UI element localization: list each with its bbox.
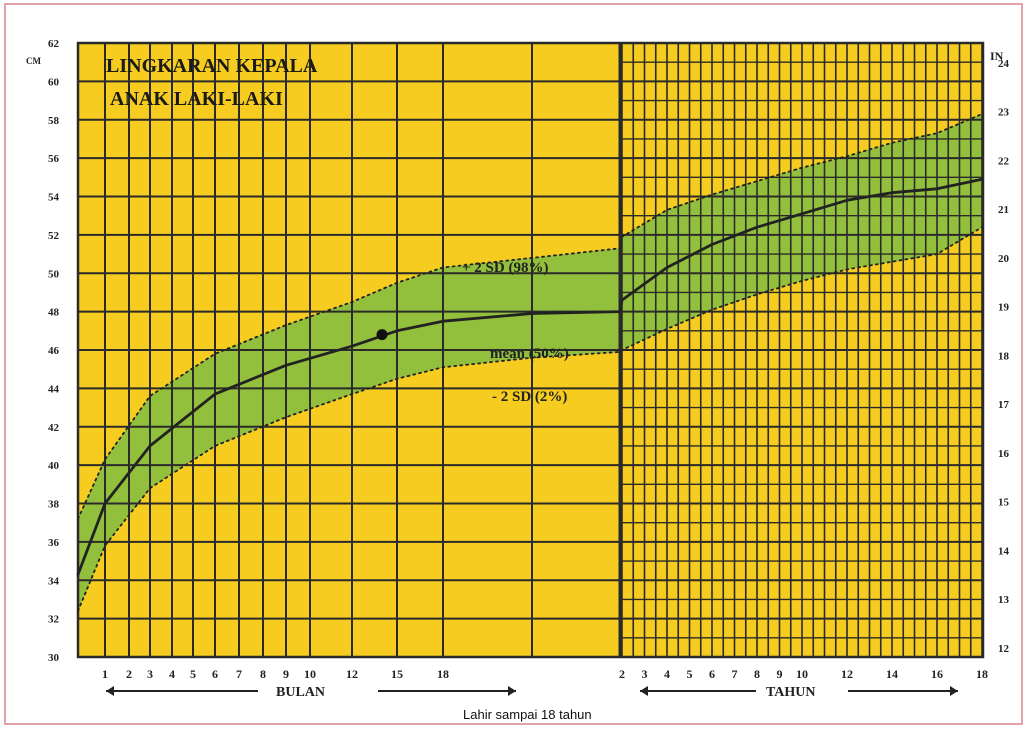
y-right-tick-label: 18 xyxy=(998,350,1010,362)
y-left-tick-label: 40 xyxy=(48,460,60,472)
y-left-tick-label: 32 xyxy=(48,614,60,626)
y-right-tick-label: 13 xyxy=(998,594,1010,606)
plus-2sd-line xyxy=(77,113,983,520)
y-left-tick-label: 60 xyxy=(48,76,60,88)
x-year-tick-label: 10 xyxy=(796,667,808,681)
chart-title-line-2: ANAK LAKI-LAKI xyxy=(110,88,283,110)
x-year-tick-label: 4 xyxy=(664,667,670,681)
y-right-tick-label: 14 xyxy=(998,545,1010,557)
x-year-tick-label: 3 xyxy=(642,667,648,681)
y-left-tick-label: 38 xyxy=(48,499,60,511)
x-year-tick-label: 14 xyxy=(886,667,898,681)
y-right-tick-label: 24 xyxy=(998,58,1010,70)
x-month-tick-label: 3 xyxy=(147,667,153,681)
x-month-tick-label: 18 xyxy=(437,667,449,681)
label-mean: mean (50%) xyxy=(490,346,569,362)
x-month-tick-label: 12 xyxy=(346,667,358,681)
x-month-tick-label: 6 xyxy=(212,667,218,681)
x-month-tick-label: 10 xyxy=(304,667,316,681)
x-month-tick-label: 7 xyxy=(236,667,242,681)
y-left-tick-label: 34 xyxy=(48,575,60,587)
y-left-tick-label: 50 xyxy=(48,268,60,280)
year-arrow-left-head xyxy=(640,686,648,696)
y-left-tick-label: 52 xyxy=(48,230,60,242)
y-left-tick-label: 36 xyxy=(48,537,60,549)
x-month-axis-label: BULAN xyxy=(276,685,325,700)
x-month-tick-label: 1 xyxy=(102,667,108,681)
y-left-tick-label: 42 xyxy=(48,422,60,434)
y-left-tick-label: 30 xyxy=(48,652,60,664)
chart-title-line-1: LINGKARAN KEPALA xyxy=(106,55,318,77)
label-minus-2sd: - 2 SD (2%) xyxy=(492,389,567,405)
x-year-tick-label: 6 xyxy=(709,667,715,681)
y-right-tick-label: 21 xyxy=(998,204,1009,216)
x-year-tick-label: 16 xyxy=(931,667,943,681)
chart-text: LINGKARAN KEPALA ANAK LAKI-LAKI CM IN + … xyxy=(26,38,1010,722)
month-arrow-left-head xyxy=(106,686,114,696)
x-year-tick-label: 12 xyxy=(841,667,853,681)
y-left-tick-label: 62 xyxy=(48,38,60,50)
y-right-tick-label: 16 xyxy=(998,448,1010,460)
y-left-tick-label: 46 xyxy=(48,345,60,357)
mean-line xyxy=(76,177,984,576)
x-month-tick-label: 4 xyxy=(169,667,175,681)
x-year-tick-label: 9 xyxy=(777,667,783,681)
year-arrow-right-head xyxy=(950,686,958,696)
y-right-tick-label: 17 xyxy=(998,399,1010,411)
sd-band-area xyxy=(78,114,982,611)
x-month-tick-label: 15 xyxy=(391,667,403,681)
y-right-tick-label: 19 xyxy=(998,302,1010,314)
y-right-tick-label: 15 xyxy=(998,497,1010,509)
data-point-marker xyxy=(376,329,388,341)
x-year-tick-label: 7 xyxy=(732,667,738,681)
x-year-tick-label: 2 xyxy=(619,667,625,681)
y-right-tick-label: 22 xyxy=(998,155,1010,167)
x-year-tick-label: 5 xyxy=(687,667,693,681)
y-left-tick-label: 58 xyxy=(48,115,60,127)
x-month-tick-label: 5 xyxy=(190,667,196,681)
y-left-tick-label: 48 xyxy=(48,307,60,319)
y-left-unit: CM xyxy=(26,56,41,66)
x-year-tick-label: 8 xyxy=(754,667,760,681)
y-right-tick-label: 20 xyxy=(998,253,1010,265)
y-left-tick-label: 56 xyxy=(48,153,60,165)
x-year-axis-label: TAHUN xyxy=(766,685,816,700)
x-month-tick-label: 8 xyxy=(260,667,266,681)
y-right-unit: IN xyxy=(990,49,1004,63)
label-plus-2sd: + 2 SD (98%) xyxy=(462,260,548,276)
y-left-tick-label: 54 xyxy=(48,192,60,204)
chart-caption: Lahir sampai 18 tahun xyxy=(463,707,592,722)
plot-area xyxy=(76,41,985,659)
plot-border xyxy=(76,41,985,659)
y-left-tick-label: 44 xyxy=(48,383,60,395)
x-month-tick-label: 9 xyxy=(283,667,289,681)
x-year-tick-label: 18 xyxy=(976,667,988,681)
y-right-tick-label: 12 xyxy=(998,643,1010,655)
minus-2sd-line xyxy=(77,226,983,612)
x-month-tick-label: 2 xyxy=(126,667,132,681)
month-arrow-right-head xyxy=(508,686,516,696)
y-right-tick-label: 23 xyxy=(998,107,1010,119)
